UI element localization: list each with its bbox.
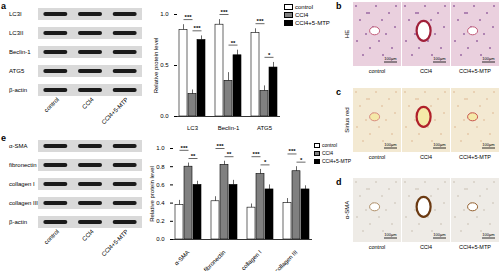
svg-text:collagen III: collagen III xyxy=(9,200,38,206)
svg-text:0.0: 0.0 xyxy=(160,113,169,119)
svg-text:*: * xyxy=(300,157,303,163)
svg-text:0.8: 0.8 xyxy=(156,164,165,170)
svg-text:fibronectin: fibronectin xyxy=(203,249,227,271)
svg-text:***: *** xyxy=(194,25,202,31)
svg-text:***: *** xyxy=(185,14,193,20)
svg-text:0.5: 0.5 xyxy=(160,62,169,68)
svg-text:control: control xyxy=(369,154,386,160)
svg-text:β-actin: β-actin xyxy=(9,87,27,93)
html-text:CCl4+5-MTP: CCl4+5-MTP xyxy=(295,20,330,26)
svg-text:fibronectin: fibronectin xyxy=(9,162,37,168)
svg-text:*: * xyxy=(264,159,267,165)
html-text:control: control xyxy=(295,4,313,10)
svg-text:e: e xyxy=(1,133,6,143)
svg-text:**: ** xyxy=(191,153,196,159)
svg-text:LC3I: LC3I xyxy=(9,11,22,17)
svg-text:b: b xyxy=(336,1,342,11)
svg-text:control: control xyxy=(43,96,60,113)
svg-text:c: c xyxy=(336,87,341,97)
svg-text:control: control xyxy=(369,244,386,250)
svg-text:LC3II: LC3II xyxy=(9,30,24,36)
svg-text:100μm: 100μm xyxy=(384,142,397,147)
svg-text:100μm: 100μm xyxy=(433,142,446,147)
svg-text:CCl4+5-MTP: CCl4+5-MTP xyxy=(100,96,129,125)
svg-text:ATG5: ATG5 xyxy=(9,68,25,74)
svg-text:Sirius red: Sirius red xyxy=(344,107,350,132)
svg-text:100μm: 100μm xyxy=(482,142,495,147)
svg-text:100μm: 100μm xyxy=(433,232,446,237)
svg-text:CCl4: CCl4 xyxy=(81,228,95,242)
svg-text:***: *** xyxy=(181,145,189,151)
svg-text:0.6: 0.6 xyxy=(156,182,165,188)
svg-text:collagen I: collagen I xyxy=(240,249,263,271)
html-text:CCl4: CCl4 xyxy=(295,12,309,18)
svg-text:Relative protein level: Relative protein level xyxy=(149,166,155,222)
svg-text:CCl4+5-MTP: CCl4+5-MTP xyxy=(459,154,491,160)
svg-text:Relative protein level: Relative protein level xyxy=(153,38,159,94)
html-text:CCl4: CCl4 xyxy=(322,150,334,156)
svg-text:CCl4+5-MTP: CCl4+5-MTP xyxy=(459,68,491,74)
svg-text:CCl4+5-MTP: CCl4+5-MTP xyxy=(459,244,491,250)
svg-text:1.0: 1.0 xyxy=(156,145,165,151)
svg-text:***: *** xyxy=(221,9,229,15)
svg-text:0.2: 0.2 xyxy=(156,218,165,224)
svg-text:HE: HE xyxy=(344,30,350,38)
html-text:CCl4+5-MTP: CCl4+5-MTP xyxy=(322,158,351,164)
svg-text:***: *** xyxy=(253,151,261,157)
svg-text:collagen III: collagen III xyxy=(274,249,299,271)
svg-text:*: * xyxy=(268,52,271,58)
svg-text:d: d xyxy=(336,177,342,187)
svg-text:0.4: 0.4 xyxy=(156,200,165,206)
svg-text:CCl4: CCl4 xyxy=(420,244,432,250)
svg-text:***: *** xyxy=(217,143,225,149)
svg-text:Beclin-1: Beclin-1 xyxy=(9,49,31,55)
svg-text:100μm: 100μm xyxy=(482,56,495,61)
svg-text:**: ** xyxy=(231,40,236,46)
svg-text:α-SMA: α-SMA xyxy=(173,249,190,266)
svg-text:**: ** xyxy=(227,151,232,157)
svg-text:control: control xyxy=(43,228,60,245)
svg-text:a: a xyxy=(1,1,7,11)
svg-text:***: *** xyxy=(257,18,265,24)
svg-text:α-SMA: α-SMA xyxy=(9,143,27,149)
svg-text:100μm: 100μm xyxy=(384,232,397,237)
svg-text:CCl4: CCl4 xyxy=(420,154,432,160)
svg-text:1.0: 1.0 xyxy=(160,11,169,17)
svg-text:β-actin: β-actin xyxy=(9,219,27,225)
html-text:control: control xyxy=(322,142,337,148)
svg-text:0.0: 0.0 xyxy=(156,236,165,242)
svg-text:CCl4: CCl4 xyxy=(420,68,432,74)
svg-text:100μm: 100μm xyxy=(433,56,446,61)
svg-text:LC3: LC3 xyxy=(187,125,199,130)
svg-text:CCl4: CCl4 xyxy=(81,96,95,110)
svg-text:ATG5: ATG5 xyxy=(257,125,273,130)
svg-text:100μm: 100μm xyxy=(384,56,397,61)
svg-text:***: *** xyxy=(289,148,297,154)
svg-text:100μm: 100μm xyxy=(482,232,495,237)
svg-text:α-SMA: α-SMA xyxy=(344,201,350,219)
svg-text:control: control xyxy=(369,68,386,74)
svg-text:CCl4+5-MTP: CCl4+5-MTP xyxy=(100,228,129,257)
svg-text:collagen I: collagen I xyxy=(9,181,35,187)
svg-text:Beclin-1: Beclin-1 xyxy=(218,125,240,130)
